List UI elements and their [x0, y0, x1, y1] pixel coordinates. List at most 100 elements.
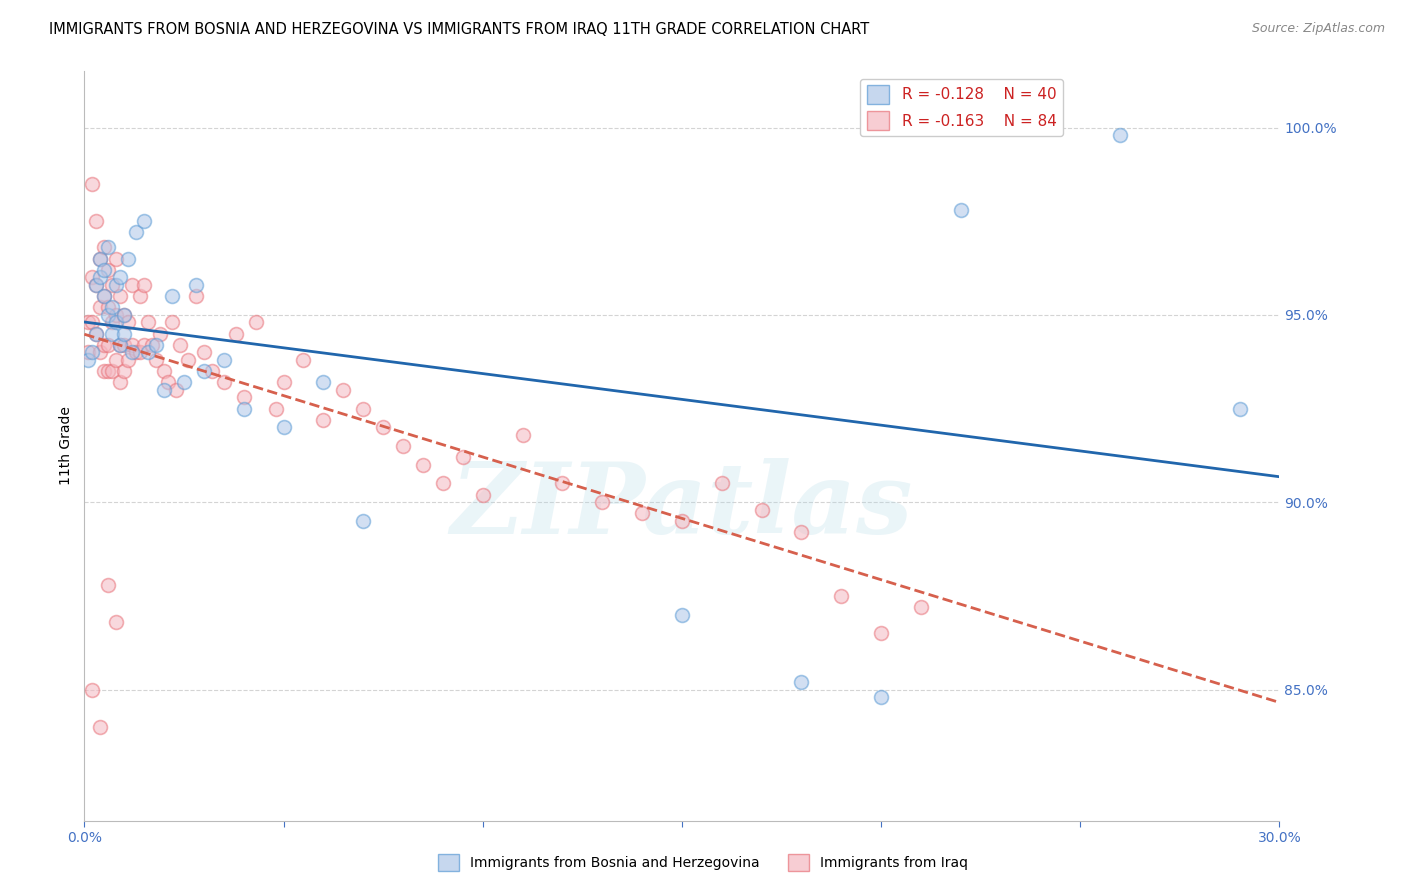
Point [86, 214, 108, 228]
Point [105, 315, 128, 329]
Point [273, 376, 295, 390]
Point [149, 326, 172, 341]
Point [165, 383, 187, 397]
Point [112, 364, 135, 378]
Point [184, 277, 207, 292]
Point [671, 514, 693, 528]
Point [77, 345, 100, 359]
Text: Source: ZipAtlas.com: Source: ZipAtlas.com [1251, 22, 1385, 36]
Point [112, 308, 135, 322]
Point [129, 289, 152, 303]
Point [89, 252, 111, 266]
Point [86, 326, 108, 341]
Text: ZIPatlas: ZIPatlas [451, 458, 912, 554]
Point [97, 263, 120, 277]
Point [101, 301, 124, 315]
Point [82, 345, 104, 359]
Point [432, 476, 454, 491]
Point [125, 226, 148, 240]
Point [153, 364, 176, 378]
Point [173, 376, 195, 390]
Point [232, 401, 254, 416]
Point [105, 252, 128, 266]
Point [264, 401, 287, 416]
Point [117, 252, 139, 266]
Point [93, 364, 115, 378]
Point [153, 383, 176, 397]
Point [790, 675, 813, 690]
Y-axis label: 11th Grade: 11th Grade [59, 407, 73, 485]
Point [949, 202, 972, 217]
Point [82, 270, 104, 285]
Legend: Immigrants from Bosnia and Herzegovina, Immigrants from Iraq: Immigrants from Bosnia and Herzegovina, … [433, 848, 973, 876]
Point [136, 345, 159, 359]
Point [121, 277, 143, 292]
Point [273, 420, 295, 434]
Point [117, 315, 139, 329]
Point [201, 364, 224, 378]
Point [97, 364, 120, 378]
Point [710, 476, 733, 491]
Point [93, 338, 115, 352]
Point [105, 352, 128, 367]
Point [352, 514, 374, 528]
Point [292, 352, 315, 367]
Point [93, 289, 115, 303]
Point [232, 390, 254, 404]
Point [1109, 128, 1132, 142]
Point [105, 277, 128, 292]
Point [82, 177, 104, 191]
Point [93, 263, 115, 277]
Point [352, 401, 374, 416]
Point [101, 326, 124, 341]
Point [125, 345, 148, 359]
Point [132, 214, 156, 228]
Point [97, 338, 120, 352]
Point [591, 495, 613, 509]
Point [110, 289, 132, 303]
Point [89, 345, 111, 359]
Point [312, 413, 335, 427]
Point [89, 270, 111, 285]
Point [870, 690, 893, 704]
Point [225, 326, 247, 341]
Point [110, 376, 132, 390]
Point [1229, 401, 1251, 416]
Point [751, 502, 773, 516]
Point [110, 270, 132, 285]
Point [412, 458, 434, 472]
Point [93, 240, 115, 254]
Point [101, 364, 124, 378]
Point [82, 682, 104, 697]
Text: IMMIGRANTS FROM BOSNIA AND HERZEGOVINA VS IMMIGRANTS FROM IRAQ 11TH GRADE CORREL: IMMIGRANTS FROM BOSNIA AND HERZEGOVINA V… [49, 22, 869, 37]
Point [97, 240, 120, 254]
Point [392, 439, 415, 453]
Point [193, 364, 215, 378]
Point [312, 376, 335, 390]
Point [212, 376, 235, 390]
Point [631, 507, 654, 521]
Point [110, 338, 132, 352]
Point [82, 315, 104, 329]
Point [101, 277, 124, 292]
Point [451, 450, 474, 465]
Point [132, 338, 156, 352]
Point [129, 345, 152, 359]
Point [145, 352, 167, 367]
Point [77, 315, 100, 329]
Point [157, 376, 180, 390]
Point [184, 289, 207, 303]
Point [97, 577, 120, 591]
Point [551, 476, 574, 491]
Point [112, 308, 135, 322]
Point [212, 352, 235, 367]
Point [332, 383, 354, 397]
Point [471, 488, 494, 502]
Point [86, 277, 108, 292]
Point [141, 338, 163, 352]
Legend: R = -0.128    N = 40, R = -0.163    N = 84: R = -0.128 N = 40, R = -0.163 N = 84 [860, 79, 1063, 136]
Point [136, 315, 159, 329]
Point [160, 315, 183, 329]
Point [93, 289, 115, 303]
Point [77, 352, 100, 367]
